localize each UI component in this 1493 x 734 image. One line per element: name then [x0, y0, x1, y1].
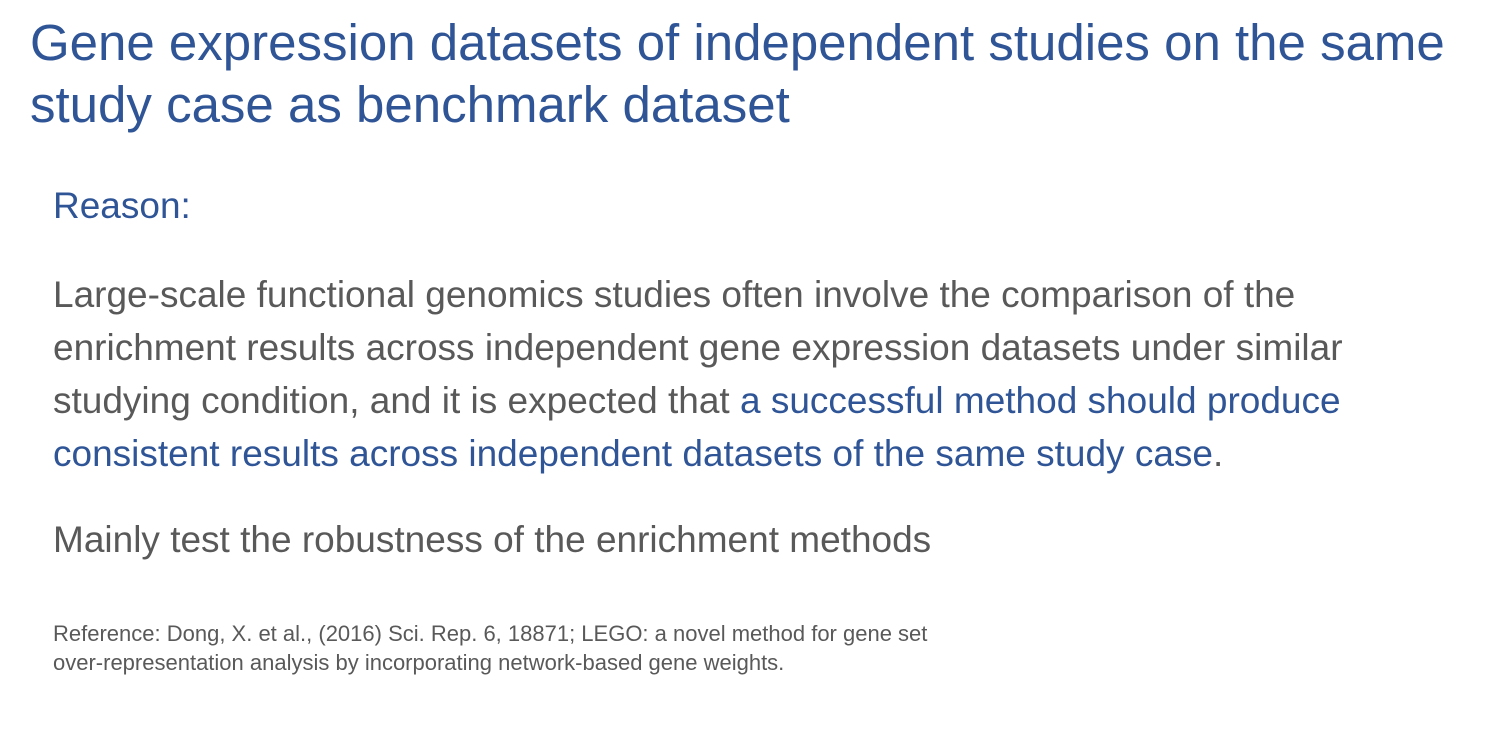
reason-text-end: .	[1213, 433, 1224, 474]
reason-label: Reason:	[53, 185, 191, 226]
reason-text-highlight: a successful method should produce consi…	[53, 380, 1341, 474]
reason-paragraph: Large-scale functional genomics studies …	[53, 268, 1473, 480]
slide-title: Gene expression datasets of independent …	[30, 14, 1445, 133]
reference-citation: Reference: Dong, X. et al., (2016) Sci. …	[53, 621, 928, 675]
reason-text-intro: Large-scale functional genomics studies …	[53, 274, 1343, 421]
summary-statement: Mainly test the robustness of the enrich…	[53, 519, 932, 560]
